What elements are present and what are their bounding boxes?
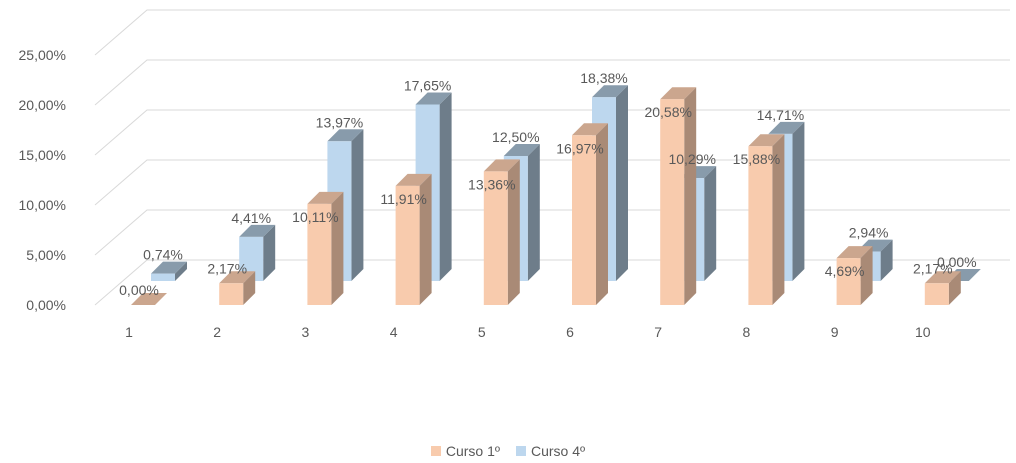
data-label-curso-4: 0,00% bbox=[937, 254, 977, 270]
gridline bbox=[94, 109, 1010, 156]
gridline bbox=[94, 59, 1010, 106]
bars bbox=[131, 85, 981, 305]
data-labels: 0,00% 0,74% 2,17% 4,41% 10,11% 13,97% 11,91% 17… bbox=[119, 70, 977, 298]
x-tick-label: 4 bbox=[390, 324, 398, 340]
bar-curso-1 bbox=[836, 246, 873, 305]
bar-curso-1 bbox=[924, 271, 961, 305]
legend-label-curso-1: Curso 1º bbox=[445, 443, 500, 459]
data-label-curso-4: 14,71% bbox=[757, 107, 804, 123]
data-label-curso-4: 17,65% bbox=[404, 78, 451, 94]
x-tick-label: 3 bbox=[302, 324, 310, 340]
data-label-curso-1: 16,97% bbox=[556, 140, 603, 156]
data-label-curso-1: 11,91% bbox=[380, 191, 426, 207]
y-tick-label: 0,00% bbox=[26, 297, 66, 313]
bar-curso-1 bbox=[748, 134, 785, 305]
data-label-curso-1: 2,17% bbox=[913, 260, 953, 276]
x-tick-label: 7 bbox=[654, 324, 662, 340]
data-label-curso-4: 4,41% bbox=[231, 210, 271, 226]
y-tick-label: 10,00% bbox=[19, 197, 66, 213]
x-tick-label: 8 bbox=[743, 324, 751, 340]
data-label-curso-1: 15,88% bbox=[733, 151, 780, 167]
bar-curso-1 bbox=[219, 271, 256, 305]
y-tick-label: 5,00% bbox=[26, 247, 66, 263]
legend-swatch-curso-4 bbox=[516, 446, 526, 456]
x-tick-label: 2 bbox=[213, 324, 221, 340]
data-label-curso-1: 10,11% bbox=[292, 209, 338, 225]
x-axis-ticks: 1 2 3 4 5 6 7 8 9 10 bbox=[125, 324, 931, 340]
bar-curso-1 bbox=[395, 173, 432, 305]
bar-curso-1 bbox=[483, 159, 520, 305]
bar-curso-4 bbox=[151, 261, 187, 281]
legend-swatch-curso-1 bbox=[430, 446, 441, 456]
data-label-curso-4: 2,94% bbox=[849, 225, 889, 241]
data-label-curso-4: 10,29% bbox=[668, 151, 715, 167]
legend: Curso 1º Curso 4º bbox=[0, 443, 1016, 459]
y-tick-label: 25,00% bbox=[19, 47, 66, 63]
data-label-curso-1: 20,58% bbox=[644, 104, 691, 120]
bar-curso-1 bbox=[572, 123, 608, 305]
x-tick-label: 10 bbox=[915, 324, 931, 340]
legend-item-curso-4: Curso 4º bbox=[516, 443, 585, 459]
bar-curso-1 bbox=[131, 293, 167, 305]
data-label-curso-1: 0,00% bbox=[119, 282, 159, 298]
data-label-curso-1: 2,17% bbox=[207, 260, 247, 276]
x-tick-label: 1 bbox=[125, 324, 133, 340]
y-tick-label: 15,00% bbox=[19, 147, 66, 163]
gridline bbox=[94, 9, 1010, 56]
gridline bbox=[94, 259, 1010, 306]
gridline bbox=[94, 209, 1010, 256]
data-label-curso-1: 4,69% bbox=[825, 263, 865, 279]
data-label-curso-4: 18,38% bbox=[580, 70, 627, 86]
data-label-curso-4: 12,50% bbox=[492, 129, 539, 145]
legend-label-curso-4: Curso 4º bbox=[531, 443, 586, 459]
data-label-curso-4: 13,97% bbox=[316, 114, 363, 130]
x-tick-label: 6 bbox=[566, 324, 574, 340]
gridlines bbox=[94, 9, 1010, 306]
bar-curso-1 bbox=[660, 87, 697, 305]
data-label-curso-1: 13,36% bbox=[468, 176, 515, 192]
x-tick-label: 5 bbox=[478, 324, 486, 340]
y-tick-label: 20,00% bbox=[19, 97, 66, 113]
bar-curso-1 bbox=[307, 191, 344, 305]
y-axis-ticks: 0,00% 5,00% 10,00% 15,00% 20,00% 25,00% bbox=[19, 47, 66, 313]
gridline bbox=[94, 159, 1010, 206]
legend-item-curso-1: Curso 1º bbox=[430, 443, 500, 459]
x-tick-label: 9 bbox=[831, 324, 839, 340]
data-label-curso-4: 0,74% bbox=[143, 247, 183, 263]
